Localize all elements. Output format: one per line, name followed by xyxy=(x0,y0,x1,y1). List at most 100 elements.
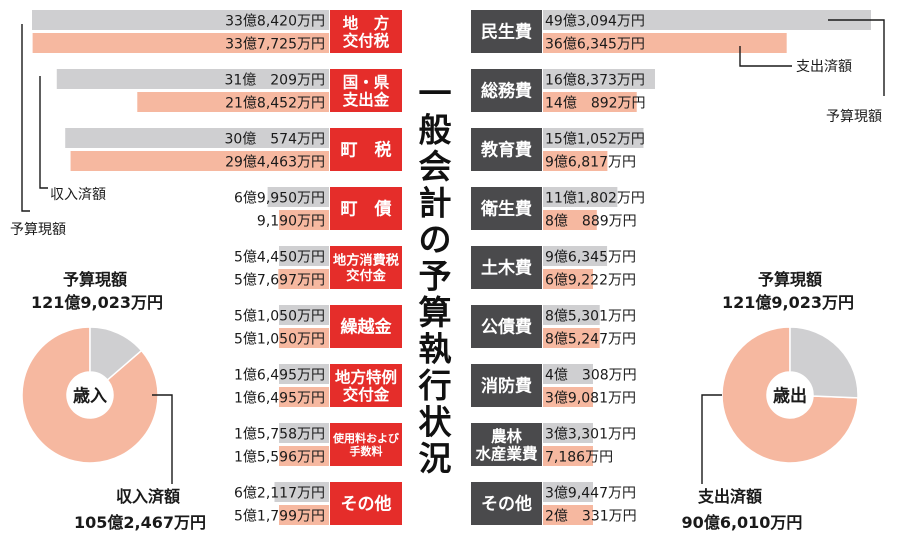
expenditure-category-label: 民生費 xyxy=(481,22,532,43)
revenue-category-label: 国・県 xyxy=(343,73,390,91)
revenue-actual-bar xyxy=(279,505,329,525)
expenditure-actual-value-label: 14億 892万円 xyxy=(545,96,646,112)
revenue-category-box xyxy=(330,305,402,348)
expenditure-total-budget-label: 予算現額 xyxy=(758,270,822,289)
expenditure-category-box xyxy=(471,10,542,53)
revenue-budget-bar xyxy=(279,305,329,325)
chart-title-char: 般 xyxy=(419,111,452,150)
revenue-budget-bar xyxy=(279,246,329,266)
chart-title-char: 会 xyxy=(419,147,452,186)
expenditure-donut-leader xyxy=(701,394,722,484)
expenditure-budget-value-label: 49億3,094万円 xyxy=(545,14,645,30)
expenditure-category-label: その他 xyxy=(481,494,532,515)
expenditure-actual-bar xyxy=(543,328,600,348)
revenue-budget-value-label: 5億1,050万円 xyxy=(234,309,325,325)
revenue-category-box xyxy=(330,246,402,289)
revenue-category-box xyxy=(330,69,402,112)
expenditure-actual-bar xyxy=(543,92,637,112)
expenditure-budget-bar xyxy=(543,246,608,266)
revenue-budget-bar xyxy=(279,364,329,384)
revenue-category-box xyxy=(330,187,402,230)
revenue-category-label: 交付税 xyxy=(343,31,390,50)
expenditure-budget-bar xyxy=(543,305,600,325)
expenditure-category-label: 消防費 xyxy=(481,376,532,397)
chart-title-char: 行 xyxy=(418,366,452,405)
expenditure-category-label: 農林 xyxy=(491,426,523,445)
revenue-category-label: 繰越金 xyxy=(341,317,393,338)
revenue-category-label: 支出金 xyxy=(342,90,390,109)
expenditure-total-actual-label: 支出済額 xyxy=(697,487,762,506)
revenue-actual-bar xyxy=(279,387,329,407)
revenue-category-label: 交付金 xyxy=(346,267,386,284)
revenue-budget-value-label: 30億 574万円 xyxy=(224,132,325,148)
chart-title-char: 執 xyxy=(419,330,452,369)
revenue-actual-value-label: 1億5,596万円 xyxy=(234,450,325,466)
revenue-total-actual-label: 収入済額 xyxy=(116,487,180,506)
expenditure-actual-value-label: 7,186万円 xyxy=(545,450,613,466)
expenditure-actual-value-label: 36億6,345万円 xyxy=(545,37,645,53)
revenue-legend-budget: 予算現額 xyxy=(10,222,66,238)
expenditure-budget-bar xyxy=(543,128,644,148)
expenditure-category-label: 公債費 xyxy=(481,317,532,338)
revenue-category-label: 町 債 xyxy=(341,199,392,220)
expenditure-actual-value-label: 3億9,081万円 xyxy=(545,391,636,407)
expenditure-actual-value-label: 2億 331万円 xyxy=(545,509,637,525)
revenue-budget-value-label: 6億9,950万円 xyxy=(234,191,325,207)
revenue-category-label: 町 税 xyxy=(341,140,392,161)
expenditure-category-box xyxy=(471,423,542,466)
revenue-category-label: 手数料 xyxy=(350,444,383,458)
expenditure-category-label: 衛生費 xyxy=(480,199,532,220)
revenue-budget-value-label: 5億4,450万円 xyxy=(234,250,325,266)
revenue-budget-value-label: 33億8,420万円 xyxy=(225,14,325,30)
revenue-donut-actual-slice xyxy=(21,326,159,464)
chart-title-char: 計 xyxy=(419,184,452,223)
expenditure-legend-budget: 予算現額 xyxy=(826,109,882,125)
revenue-actual-value-label: 33億7,725万円 xyxy=(225,37,325,53)
revenue-actual-bar xyxy=(278,269,329,289)
expenditure-category-box xyxy=(471,305,542,348)
expenditure-actual-bar xyxy=(543,210,597,230)
revenue-actual-bar xyxy=(32,33,330,53)
revenue-total-budget-label: 予算現額 xyxy=(63,270,127,289)
expenditure-actual-bar xyxy=(543,269,593,289)
expenditure-category-label: 水産業費 xyxy=(475,444,538,463)
chart-title-char: 算 xyxy=(419,293,452,332)
revenue-budget-bar xyxy=(274,482,329,502)
expenditure-donut-remainder-slice xyxy=(789,326,859,399)
expenditure-budget-bar xyxy=(543,10,871,30)
expenditure-category-label: 教育費 xyxy=(480,140,532,161)
revenue-budget-bar xyxy=(279,423,329,443)
expenditure-budget-bar xyxy=(543,364,593,384)
chart-title-char: 予 xyxy=(419,257,452,296)
expenditure-legend-lines xyxy=(739,19,885,96)
expenditure-actual-bar xyxy=(543,387,593,407)
chart-title-char: の xyxy=(419,220,452,259)
revenue-category-label: 使用料および xyxy=(332,431,400,445)
revenue-total-actual-value: 105億2,467万円 xyxy=(74,513,206,532)
expenditure-actual-bar xyxy=(543,33,787,53)
expenditure-donut-actual-slice xyxy=(721,326,859,464)
revenue-actual-value-label: 29億4,463万円 xyxy=(225,155,325,171)
revenue-actual-value-label: 5億7,697万円 xyxy=(234,273,325,289)
expenditure-total-budget-value: 121億9,023万円 xyxy=(722,293,854,312)
expenditure-actual-value-label: 8億 889万円 xyxy=(545,214,637,230)
revenue-actual-bar xyxy=(279,210,329,230)
revenue-donut-remainder-slice xyxy=(89,326,143,382)
revenue-category-box xyxy=(330,128,402,171)
expenditure-budget-value-label: 16億8,373万円 xyxy=(545,73,645,89)
revenue-budget-bar xyxy=(267,187,329,207)
revenue-actual-bar xyxy=(279,446,329,466)
expenditure-category-box xyxy=(471,187,542,230)
revenue-category-box xyxy=(330,423,402,466)
chart-title-char: 状 xyxy=(419,403,453,442)
expenditure-budget-value-label: 11億1,802万円 xyxy=(545,191,645,207)
expenditure-category-box xyxy=(471,69,542,112)
revenue-budget-bar xyxy=(32,10,329,30)
revenue-actual-bar xyxy=(137,92,329,112)
revenue-actual-value-label: 1億6,495万円 xyxy=(234,391,325,407)
revenue-category-label: 地方消費税 xyxy=(333,252,400,269)
